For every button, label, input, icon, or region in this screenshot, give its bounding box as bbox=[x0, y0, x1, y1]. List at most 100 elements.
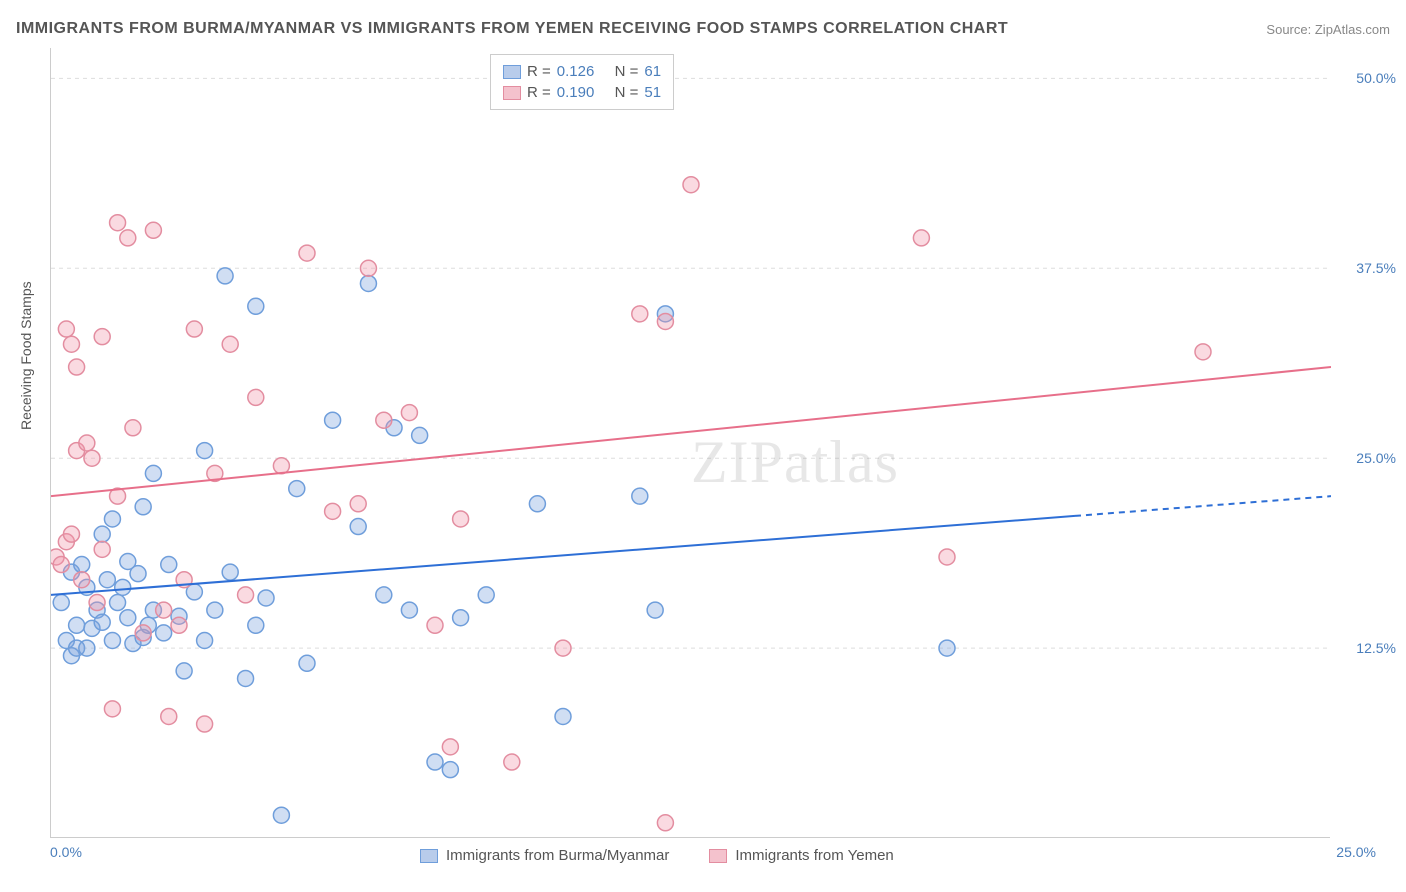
trend-line bbox=[51, 516, 1075, 595]
y-axis-label: Receiving Food Stamps bbox=[18, 281, 34, 430]
data-point bbox=[104, 701, 120, 717]
data-point bbox=[632, 306, 648, 322]
y-tick-label: 12.5% bbox=[1356, 640, 1396, 656]
data-point bbox=[186, 321, 202, 337]
data-point bbox=[94, 526, 110, 542]
data-point bbox=[104, 633, 120, 649]
data-point bbox=[145, 222, 161, 238]
data-point bbox=[299, 245, 315, 261]
data-point bbox=[176, 663, 192, 679]
data-point bbox=[683, 177, 699, 193]
data-point bbox=[657, 815, 673, 831]
legend-swatch bbox=[709, 849, 727, 863]
y-tick-label: 25.0% bbox=[1356, 450, 1396, 466]
data-point bbox=[1195, 344, 1211, 360]
watermark: ZIPatlas bbox=[691, 428, 899, 497]
data-point bbox=[657, 313, 673, 329]
data-point bbox=[376, 587, 392, 603]
data-point bbox=[94, 614, 110, 630]
data-point bbox=[555, 708, 571, 724]
data-point bbox=[442, 762, 458, 778]
data-point bbox=[427, 754, 443, 770]
data-point bbox=[74, 557, 90, 573]
data-point bbox=[939, 640, 955, 656]
data-point bbox=[79, 435, 95, 451]
data-point bbox=[74, 572, 90, 588]
chart-container: IMMIGRANTS FROM BURMA/MYANMAR VS IMMIGRA… bbox=[0, 0, 1406, 892]
data-point bbox=[555, 640, 571, 656]
data-point bbox=[412, 427, 428, 443]
data-point bbox=[94, 329, 110, 345]
data-point bbox=[238, 670, 254, 686]
data-point bbox=[110, 595, 126, 611]
data-point bbox=[360, 275, 376, 291]
data-point bbox=[647, 602, 663, 618]
legend-swatch bbox=[420, 849, 438, 863]
data-point bbox=[130, 566, 146, 582]
legend-swatch bbox=[503, 65, 521, 79]
data-point bbox=[69, 359, 85, 375]
data-point bbox=[325, 503, 341, 519]
legend-item: Immigrants from Yemen bbox=[709, 847, 893, 864]
data-point bbox=[58, 321, 74, 337]
data-point bbox=[913, 230, 929, 246]
data-point bbox=[248, 617, 264, 633]
data-point bbox=[248, 298, 264, 314]
data-point bbox=[63, 336, 79, 352]
data-point bbox=[99, 572, 115, 588]
data-point bbox=[161, 708, 177, 724]
data-point bbox=[120, 230, 136, 246]
data-point bbox=[939, 549, 955, 565]
x-tick-label: 0.0% bbox=[50, 844, 82, 860]
data-point bbox=[222, 564, 238, 580]
data-point bbox=[69, 617, 85, 633]
legend-stat-row: R = 0.126 N = 61 bbox=[503, 61, 661, 82]
data-point bbox=[135, 625, 151, 641]
data-point bbox=[238, 587, 254, 603]
chart-title: IMMIGRANTS FROM BURMA/MYANMAR VS IMMIGRA… bbox=[16, 20, 1008, 38]
legend-item: Immigrants from Burma/Myanmar bbox=[420, 847, 669, 864]
data-point bbox=[197, 443, 213, 459]
data-point bbox=[222, 336, 238, 352]
legend-swatch bbox=[503, 86, 521, 100]
data-point bbox=[171, 617, 187, 633]
data-point bbox=[94, 541, 110, 557]
data-point bbox=[350, 519, 366, 535]
data-point bbox=[632, 488, 648, 504]
data-point bbox=[401, 602, 417, 618]
source-label: Source: ZipAtlas.com bbox=[1266, 22, 1390, 37]
data-point bbox=[79, 640, 95, 656]
legend-series: Immigrants from Burma/Myanmar Immigrants … bbox=[420, 847, 894, 864]
data-point bbox=[299, 655, 315, 671]
data-point bbox=[104, 511, 120, 527]
data-point bbox=[453, 610, 469, 626]
data-point bbox=[135, 499, 151, 515]
data-point bbox=[427, 617, 443, 633]
data-point bbox=[504, 754, 520, 770]
data-point bbox=[258, 590, 274, 606]
data-point bbox=[376, 412, 392, 428]
legend-stats: R = 0.126 N = 61 R = 0.190 N = 51 bbox=[490, 54, 674, 110]
data-point bbox=[89, 595, 105, 611]
data-point bbox=[360, 260, 376, 276]
data-point bbox=[197, 633, 213, 649]
data-point bbox=[53, 557, 69, 573]
data-point bbox=[529, 496, 545, 512]
data-point bbox=[217, 268, 233, 284]
data-point bbox=[478, 587, 494, 603]
data-point bbox=[401, 405, 417, 421]
data-point bbox=[125, 420, 141, 436]
data-point bbox=[207, 602, 223, 618]
data-point bbox=[84, 450, 100, 466]
data-point bbox=[161, 557, 177, 573]
trend-line-dashed bbox=[1075, 496, 1331, 516]
data-point bbox=[156, 625, 172, 641]
legend-stat-row: R = 0.190 N = 51 bbox=[503, 82, 661, 103]
data-point bbox=[53, 595, 69, 611]
source-link[interactable]: ZipAtlas.com bbox=[1315, 22, 1390, 37]
plot-area: ZIPatlas bbox=[50, 48, 1330, 838]
data-point bbox=[350, 496, 366, 512]
data-point bbox=[63, 526, 79, 542]
data-point bbox=[156, 602, 172, 618]
y-tick-label: 50.0% bbox=[1356, 70, 1396, 86]
